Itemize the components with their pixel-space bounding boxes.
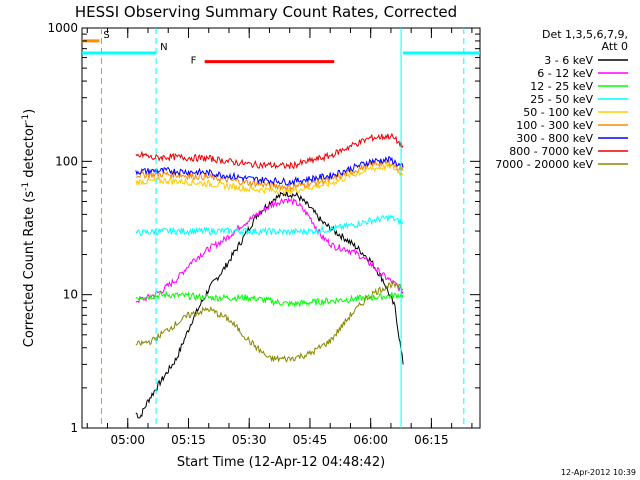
x-tick-label: 06:00 xyxy=(353,433,388,447)
x-tick-label: 05:30 xyxy=(232,433,267,447)
legend-label: 3 - 6 keV xyxy=(544,54,593,67)
x-tick-label: 05:45 xyxy=(293,433,328,447)
series-line xyxy=(135,155,404,187)
legend-label: 12 - 25 keV xyxy=(530,80,593,93)
chart-title: HESSI Observing Summary Count Rates, Cor… xyxy=(75,3,457,21)
legend-header: Att 0 xyxy=(602,40,628,53)
legend-label: 50 - 100 keV xyxy=(523,106,593,119)
flag-label: F xyxy=(191,56,197,67)
x-tick-label: 05:15 xyxy=(171,433,206,447)
axis-layer: 1 10 100 1000 05:00 05:15 05:30 05:45 06:00 06:15 xyxy=(47,21,480,447)
series-line xyxy=(135,162,404,195)
series-line xyxy=(135,196,404,304)
series-line xyxy=(135,290,404,308)
series-line xyxy=(135,132,404,170)
y-tick-label: 100 xyxy=(55,154,78,168)
legend-label: 7000 - 20000 keV xyxy=(495,158,593,171)
y-tick-label: 10 xyxy=(63,288,78,302)
flag-label: N xyxy=(160,42,167,53)
legend-label: 300 - 800 keV xyxy=(516,132,593,145)
x-tick-label: 06:15 xyxy=(414,433,449,447)
data-layer xyxy=(135,132,404,419)
series-line xyxy=(135,190,404,419)
legend-label: 6 - 12 keV xyxy=(537,67,593,80)
x-axis-label: Start Time (12-Apr-12 04:48:42) xyxy=(177,455,385,470)
series-line xyxy=(135,280,404,363)
y-axis-label: Corrected Count Rate (s-1 detector-1) xyxy=(21,109,37,347)
y-tick-label: 1000 xyxy=(47,21,78,35)
series-line xyxy=(135,214,404,237)
legend-header: Det 1,3,5,6,7,9, xyxy=(542,28,628,41)
timestamp: 12-Apr-2012 10:39 xyxy=(561,468,636,477)
x-tick-label: 05:00 xyxy=(110,433,145,447)
legend-label: 25 - 50 keV xyxy=(530,93,593,106)
flag-layer: S N F xyxy=(82,28,480,428)
plot-frame xyxy=(81,27,481,429)
legend-label: 800 - 7000 keV xyxy=(509,145,593,158)
flag-label: S xyxy=(103,30,109,41)
legend-label: 100 - 300 keV xyxy=(516,119,593,132)
y-tick-label: 1 xyxy=(70,421,78,435)
